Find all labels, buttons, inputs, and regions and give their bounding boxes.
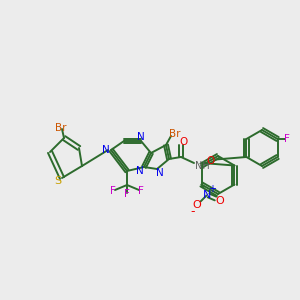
Text: Br: Br: [169, 129, 181, 139]
Text: O: O: [192, 200, 201, 209]
Text: N: N: [102, 145, 110, 155]
Text: S: S: [54, 176, 61, 186]
Text: NH: NH: [195, 161, 210, 171]
Text: F: F: [284, 134, 290, 144]
Text: N: N: [156, 168, 164, 178]
Text: F: F: [138, 186, 144, 196]
Text: O: O: [206, 155, 215, 166]
Text: N: N: [137, 132, 145, 142]
Text: +: +: [208, 184, 215, 194]
Text: O: O: [180, 137, 188, 147]
Text: N: N: [203, 190, 212, 200]
Text: F: F: [124, 189, 130, 199]
Text: Br: Br: [55, 123, 67, 133]
Text: -: -: [190, 205, 195, 218]
Text: O: O: [215, 196, 224, 206]
Text: N: N: [136, 166, 144, 176]
Text: F: F: [110, 186, 116, 196]
